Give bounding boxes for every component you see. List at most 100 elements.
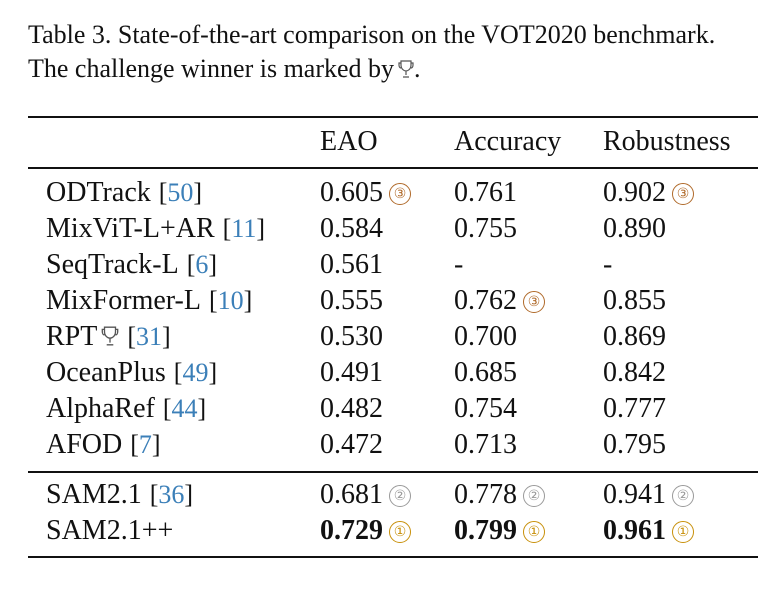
trophy-icon bbox=[101, 321, 119, 357]
rank-3-icon: ③ bbox=[389, 183, 411, 205]
citation-link[interactable]: [10] bbox=[209, 286, 252, 315]
robustness-cell: 0.890 bbox=[603, 211, 666, 247]
accuracy-cell: 0.685 bbox=[454, 355, 517, 391]
robustness-cell: 0.902 ③ bbox=[603, 175, 694, 211]
table-row: AFOD [7] 0.472 0.713 0.795 bbox=[0, 427, 778, 463]
method-name: MixFormer-L bbox=[46, 285, 201, 316]
method-cell: MixFormer-L [10] bbox=[46, 283, 252, 319]
citation-number: 6 bbox=[195, 250, 209, 279]
citation-open-bracket: [ bbox=[162, 394, 172, 423]
table-bottom-rule bbox=[28, 556, 758, 558]
eao-cell: 0.530 bbox=[320, 319, 383, 355]
header-accuracy: Accuracy bbox=[454, 126, 562, 157]
robustness-cell: - bbox=[603, 247, 612, 283]
rank-1-icon: ① bbox=[389, 521, 411, 543]
accuracy-cell-value: 0.685 bbox=[454, 357, 517, 388]
robustness-cell-value: - bbox=[603, 249, 613, 280]
eao-cell: 0.472 bbox=[320, 427, 383, 463]
method-cell: MixViT-L+AR [11] bbox=[46, 211, 265, 247]
citation-number: 49 bbox=[182, 358, 209, 387]
method-name: OceanPlus bbox=[46, 357, 166, 388]
method-name: RPT bbox=[46, 321, 98, 352]
method-name: AFOD bbox=[46, 429, 123, 460]
method-name: SAM2.1++ bbox=[46, 515, 174, 546]
method-cell: OceanPlus [49] bbox=[46, 355, 217, 391]
rank-2-icon: ② bbox=[672, 485, 694, 507]
robustness-cell-value: 0.795 bbox=[603, 429, 666, 460]
robustness-cell: 0.795 bbox=[603, 427, 666, 463]
citation-open-bracket: [ bbox=[208, 286, 218, 315]
rank-1-icon: ① bbox=[672, 521, 694, 543]
robustness-cell-value: 0.855 bbox=[603, 285, 666, 316]
citation-link[interactable]: [50] bbox=[159, 178, 202, 207]
header-eao: EAO bbox=[320, 126, 378, 157]
table-row: SAM2.1 [36] 0.681 ② 0.778 ② 0.941 ② bbox=[0, 477, 778, 513]
table-row: MixFormer-L [10] 0.555 0.762 ③ 0.855 bbox=[0, 283, 778, 319]
citation-link[interactable]: [36] bbox=[150, 480, 193, 509]
robustness-cell: 0.869 bbox=[603, 319, 666, 355]
eao-cell-value: 0.729 bbox=[320, 515, 383, 546]
accuracy-cell: 0.761 bbox=[454, 175, 517, 211]
accuracy-cell-value: - bbox=[454, 249, 464, 280]
group-separator-rule bbox=[28, 471, 758, 473]
method-name: SeqTrack-L bbox=[46, 249, 179, 280]
robustness-cell: 0.777 bbox=[603, 391, 666, 427]
eao-cell-value: 0.584 bbox=[320, 213, 383, 244]
citation-link[interactable]: [7] bbox=[130, 430, 160, 459]
eao-cell-value: 0.561 bbox=[320, 249, 383, 280]
accuracy-cell-value: 0.762 bbox=[454, 285, 517, 316]
robustness-cell: 0.855 bbox=[603, 283, 666, 319]
accuracy-cell: 0.762 ③ bbox=[454, 283, 545, 319]
citation-open-bracket: [ bbox=[158, 178, 168, 207]
eao-cell: 0.584 bbox=[320, 211, 383, 247]
robustness-cell: 0.961 ① bbox=[603, 513, 694, 549]
accuracy-cell: 0.713 bbox=[454, 427, 517, 463]
rank-2-icon: ② bbox=[523, 485, 545, 507]
header-rule bbox=[28, 167, 758, 169]
rank-2-icon: ② bbox=[389, 485, 411, 507]
eao-cell: 0.561 bbox=[320, 247, 383, 283]
table-row: SeqTrack-L [6] 0.561 - - bbox=[0, 247, 778, 283]
accuracy-cell: 0.778 ② bbox=[454, 477, 545, 513]
citation-close-bracket: ] bbox=[151, 430, 161, 459]
robustness-cell: 0.941 ② bbox=[603, 477, 694, 513]
table-row: AlphaRef [44] 0.482 0.754 0.777 bbox=[0, 391, 778, 427]
citation-link[interactable]: [44] bbox=[163, 394, 206, 423]
robustness-cell-value: 0.941 bbox=[603, 479, 666, 510]
citation-number: 44 bbox=[171, 394, 198, 423]
citation-close-bracket: ] bbox=[208, 358, 218, 387]
citation-link[interactable]: [49] bbox=[174, 358, 217, 387]
eao-cell: 0.482 bbox=[320, 391, 383, 427]
method-cell: ODTrack [50] bbox=[46, 175, 202, 211]
eao-cell-value: 0.530 bbox=[320, 321, 383, 352]
citation-number: 31 bbox=[136, 322, 163, 351]
robustness-cell-value: 0.902 bbox=[603, 177, 666, 208]
citation-number: 50 bbox=[167, 178, 194, 207]
citation-link[interactable]: [11] bbox=[223, 214, 265, 243]
eao-cell: 0.491 bbox=[320, 355, 383, 391]
citation-open-bracket: [ bbox=[127, 322, 137, 351]
citation-link[interactable]: [31] bbox=[127, 322, 170, 351]
table-row: OceanPlus [49] 0.491 0.685 0.842 bbox=[0, 355, 778, 391]
method-name: ODTrack bbox=[46, 177, 151, 208]
robustness-cell-value: 0.869 bbox=[603, 321, 666, 352]
robustness-cell-value: 0.961 bbox=[603, 515, 666, 546]
accuracy-cell-value: 0.778 bbox=[454, 479, 517, 510]
accuracy-cell: 0.799 ① bbox=[454, 513, 545, 549]
eao-cell-value: 0.491 bbox=[320, 357, 383, 388]
citation-close-bracket: ] bbox=[184, 480, 194, 509]
rank-3-icon: ③ bbox=[672, 183, 694, 205]
header-robustness: Robustness bbox=[603, 126, 731, 157]
robustness-cell: 0.842 bbox=[603, 355, 666, 391]
citation-close-bracket: ] bbox=[256, 214, 266, 243]
eao-cell: 0.555 bbox=[320, 283, 383, 319]
accuracy-cell-value: 0.700 bbox=[454, 321, 517, 352]
citation-close-bracket: ] bbox=[162, 322, 171, 351]
citation-open-bracket: [ bbox=[222, 214, 232, 243]
citation-open-bracket: [ bbox=[149, 480, 159, 509]
citation-link[interactable]: [6] bbox=[187, 250, 217, 279]
table-caption: Table 3. State-of-the-art comparison on … bbox=[28, 18, 758, 88]
rank-1-icon: ① bbox=[523, 521, 545, 543]
table-row: RPT [31] 0.530 0.700 0.869 bbox=[0, 319, 778, 355]
accuracy-cell: - bbox=[454, 247, 463, 283]
